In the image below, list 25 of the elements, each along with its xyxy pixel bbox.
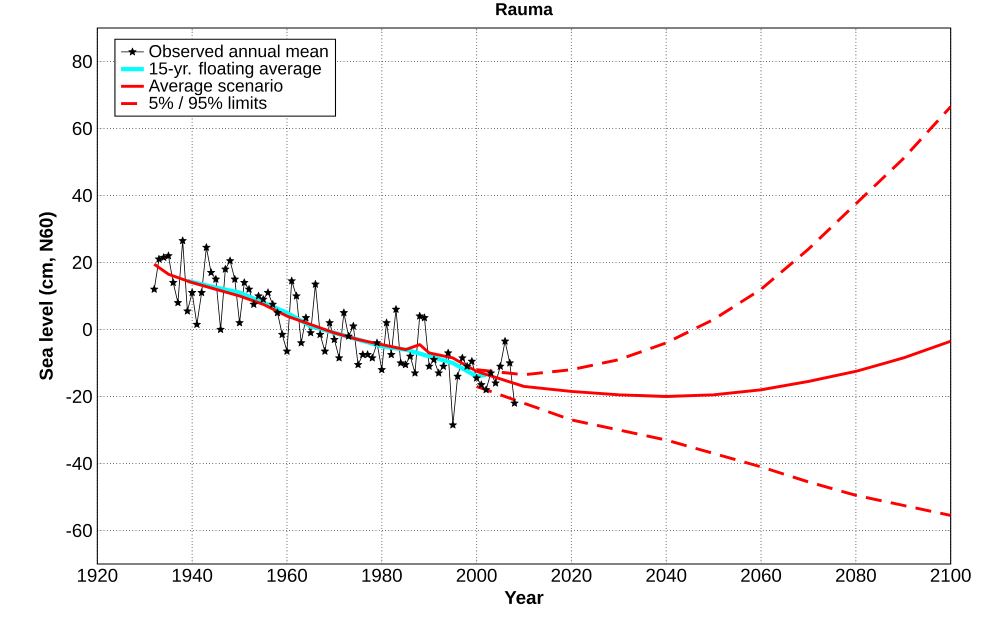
- x-tick-label: 2000: [456, 568, 497, 582]
- x-tick-label: 2040: [646, 568, 686, 582]
- y-tick-label: 20: [72, 256, 92, 270]
- x-tick-label: 2080: [836, 568, 876, 582]
- y-tick-label: -60: [66, 524, 92, 538]
- x-axis-title: Year: [504, 591, 544, 604]
- legend-label: 15-yr. floating average: [150, 62, 321, 78]
- x-tick-label: 1980: [362, 568, 402, 582]
- x-tick-label: 1960: [268, 568, 307, 582]
- y-tick-label: 60: [72, 122, 92, 136]
- y-tick-label: 0: [82, 322, 92, 336]
- y-tick-label: -40: [66, 456, 92, 470]
- chart-title: Rauma: [496, 3, 553, 16]
- y-tick-label: 40: [72, 188, 92, 202]
- y-tick-label: 80: [72, 54, 92, 68]
- x-tick-label: 2020: [552, 568, 592, 582]
- x-tick-label: 1920: [78, 568, 118, 582]
- legend-label: 5% / 95% limits: [149, 96, 266, 109]
- y-axis-title: Sea level (cm, N60): [39, 212, 56, 380]
- legend-label: Observed annual mean: [149, 44, 328, 58]
- y-tick-label: -20: [66, 390, 92, 404]
- x-tick-label: 2100: [930, 568, 971, 582]
- x-tick-label: 2060: [741, 568, 782, 582]
- x-tick-label: 1940: [172, 568, 212, 582]
- legend-label: Average scenario: [148, 79, 282, 96]
